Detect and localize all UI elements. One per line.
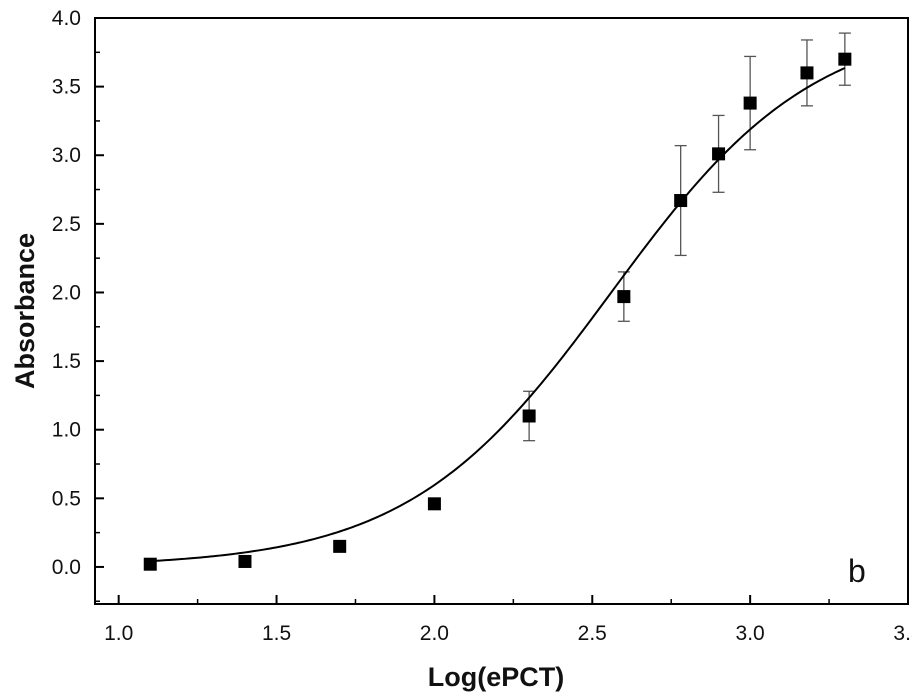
data-point	[617, 290, 631, 304]
error-bars	[523, 32, 851, 442]
x-tick-label: 2.0	[420, 622, 449, 645]
plot-frame	[94, 17, 909, 605]
data-point	[238, 554, 252, 568]
x-tick-label: 3.0	[736, 622, 765, 645]
data-point	[427, 497, 441, 511]
y-tick-label: 4.0	[52, 7, 81, 30]
data-point	[800, 66, 814, 80]
data-point	[674, 194, 688, 208]
data-point	[143, 557, 157, 571]
y-tick-label: 1.0	[52, 419, 81, 442]
y-tick-label: 2.5	[52, 213, 81, 236]
x-axis-title: Log(ePCT)	[428, 662, 564, 692]
data-markers	[143, 52, 852, 571]
x-tick-label: 2.5	[578, 622, 607, 645]
y-tick-label: 3.0	[52, 144, 81, 167]
x-tick-label: 1.0	[104, 622, 133, 645]
data-point	[712, 147, 726, 161]
data-point	[838, 52, 852, 66]
y-tick-label: 0.5	[52, 487, 81, 510]
y-tick-label: 2.0	[52, 281, 81, 304]
x-tick-label: 3.5	[893, 622, 912, 645]
y-tick-labels: 0.0 0.5 1.0 1.5 2.0 2.5 3.0 3.5 4.0	[52, 7, 81, 579]
fit-curve	[150, 67, 846, 563]
y-axis-title: Absorbance	[10, 233, 40, 389]
y-tick-label: 3.5	[52, 76, 81, 99]
x-tick-labels: 1.0 1.5 2.0 2.5 3.0 3.5	[104, 622, 912, 645]
panel-label: b	[848, 553, 866, 589]
y-tick-label: 1.5	[52, 350, 81, 373]
data-point	[743, 96, 757, 110]
y-tick-label: 0.0	[52, 556, 81, 579]
data-point	[522, 409, 536, 423]
data-point	[333, 539, 347, 553]
x-tick-label: 1.5	[262, 622, 291, 645]
axis-ticks	[95, 17, 909, 604]
